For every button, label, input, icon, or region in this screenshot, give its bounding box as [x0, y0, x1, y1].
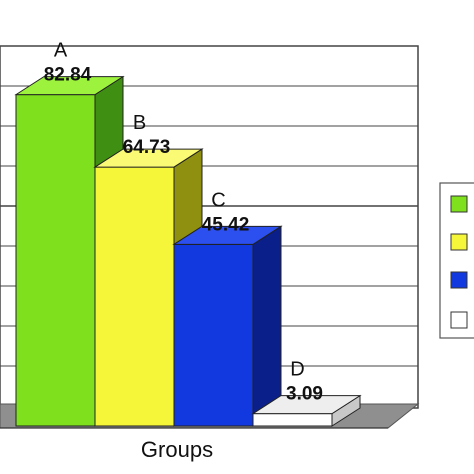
- category-label-c: C: [211, 189, 225, 211]
- data-label-d: 3.09: [286, 384, 323, 405]
- legend-swatch-d: [450, 311, 468, 329]
- data-label-c: 45.42: [202, 214, 250, 235]
- legend-swatch-a: [450, 195, 468, 213]
- bar-b-top: [93, 148, 204, 168]
- category-label-d: D: [290, 359, 304, 381]
- data-label-a: 82.84: [44, 65, 92, 86]
- bar-a-front: [15, 94, 96, 427]
- legend-swatch-b: [450, 233, 468, 251]
- bar-c-front: [173, 243, 254, 427]
- legend-swatch-c: [450, 271, 468, 289]
- legend: [439, 182, 474, 339]
- bar-a-top: [14, 76, 125, 96]
- bar-labels: A 82.84 B 64.73 C 45.42 D 3.09: [44, 40, 323, 405]
- bar-d-front: [252, 413, 333, 427]
- category-label-b: B: [133, 112, 146, 134]
- bar-c-side: [252, 225, 282, 427]
- bar-c-top: [172, 225, 283, 245]
- x-axis-label: Groups: [141, 437, 213, 462]
- data-label-b: 64.73: [123, 137, 171, 158]
- bar-d-top: [251, 395, 362, 415]
- bars: [14, 75, 362, 427]
- bar-b-front: [94, 166, 175, 427]
- category-label-a: A: [54, 40, 68, 62]
